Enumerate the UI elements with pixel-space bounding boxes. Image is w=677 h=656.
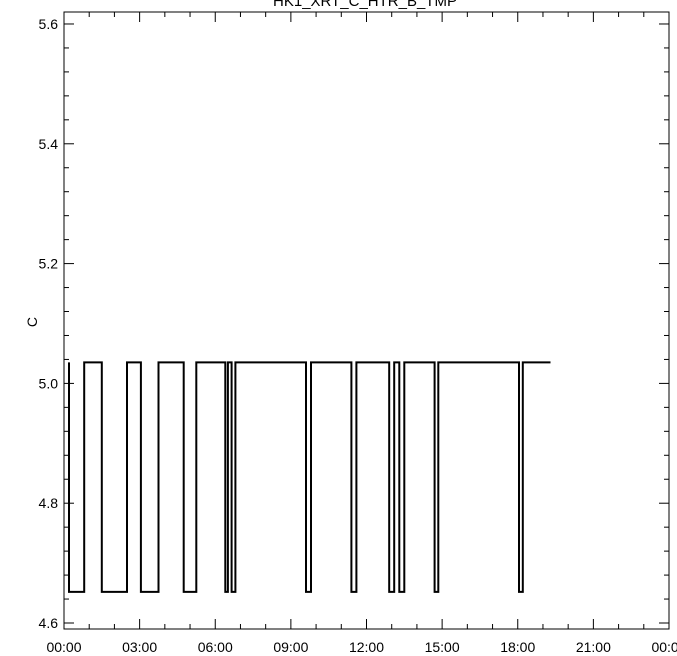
x-tick-label: 21:00 (576, 639, 611, 655)
x-tick-label: 18:00 (500, 639, 535, 655)
y-tick-label: 5.0 (39, 375, 59, 391)
plot-frame (63, 11, 670, 630)
y-tick-labels: 4.6 4.8 5.0 5.2 5.4 5.6 (39, 16, 59, 631)
x-tick-label: 00:00 (46, 639, 81, 655)
x-tick-labels: 00:00 03:00 06:00 09:00 12:00 15:00 18:00 21:00… (46, 639, 677, 655)
y-axis-label: C (24, 317, 40, 327)
x-tick-label: 00:00 (651, 639, 677, 655)
temperature-series-line (68, 361, 551, 593)
chart-title: HK1_XRT_C_HTR_B_TMP (273, 0, 457, 10)
y-tick-label: 5.2 (39, 256, 59, 272)
y-tick-label: 5.6 (39, 16, 59, 32)
x-tick-label: 03:00 (122, 639, 157, 655)
y-tick-label: 4.8 (39, 495, 59, 511)
axis-ticks (63, 12, 670, 629)
x-tick-label: 06:00 (198, 639, 233, 655)
x-tick-label: 15:00 (425, 639, 460, 655)
x-tick-label: 12:00 (349, 639, 384, 655)
x-tick-label: 09:00 (273, 639, 308, 655)
y-tick-label: 5.4 (39, 136, 59, 152)
y-tick-label: 4.6 (39, 615, 59, 631)
